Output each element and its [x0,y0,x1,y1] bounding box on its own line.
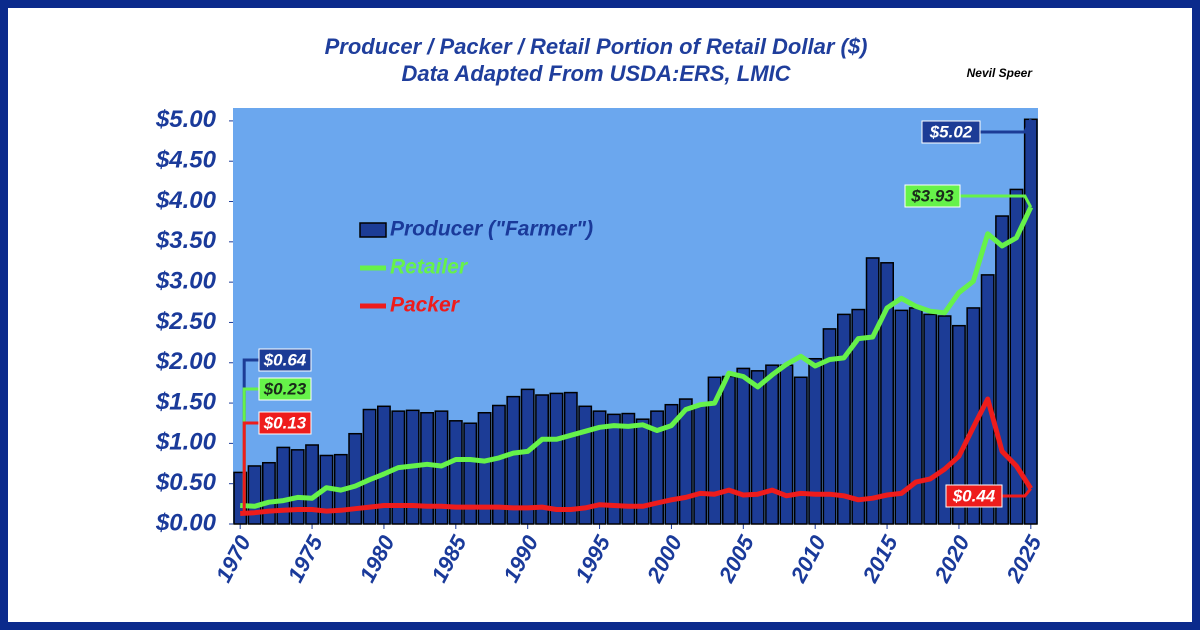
bar [865,257,880,525]
bar [635,418,650,525]
legend-label: Retailer [390,256,469,279]
y-tick-label: $4.00 [155,187,217,214]
bar [880,262,894,525]
bar [678,398,693,525]
bar [290,449,305,525]
line [240,206,1034,509]
data-label: $0.13 [263,413,307,432]
y-tick-label: $0.50 [155,469,217,496]
bar [736,367,751,525]
bar [808,357,823,525]
data-label: $5.02 [929,122,973,141]
callout-line [242,421,259,514]
callout-box [258,411,312,435]
bar [650,410,664,525]
y-tick-label: $0.00 [155,509,217,536]
y-tick-label: $1.00 [155,429,217,456]
chart-title: Producer / Packer / Retail Portion of Re… [325,34,868,59]
legend-label: Producer ("Farmer") [390,218,593,241]
legend-label: Packer [390,294,461,317]
bar [348,432,363,525]
data-label: $0.23 [263,379,307,398]
bar [779,364,794,525]
bar [607,413,621,525]
bar [995,215,1009,525]
bar [722,375,736,525]
callout-box [921,120,981,144]
legend-swatch [359,222,387,238]
bar [247,465,262,525]
line [240,396,1033,516]
y-tick-label: $3.50 [155,227,217,254]
bar [362,408,377,525]
bar [908,307,923,525]
data-label: $0.64 [263,350,307,369]
data-label: $0.44 [952,486,996,505]
bar [621,412,636,525]
bar [276,446,291,525]
callout-box [945,484,1003,508]
bar [520,388,535,525]
y-tick-label: $2.00 [155,348,217,375]
callout-box [258,377,312,401]
bar [549,392,564,525]
callout-line [980,118,1033,134]
bar [664,403,679,525]
bar [793,376,808,525]
y-tick-label: $3.00 [155,267,217,294]
callout-box [258,348,312,372]
bar [305,444,319,525]
bar [492,404,506,525]
chart-subtitle: Data Adapted From USDA:ERS, LMIC [401,61,791,86]
bar [952,324,966,525]
callout-line [1002,487,1032,498]
bar [420,411,434,525]
y-tick-label: $5.00 [155,106,217,133]
bar [765,364,779,525]
bar [535,394,549,525]
bar [477,411,492,525]
bar [923,313,938,525]
bar [707,376,722,525]
y-tick-label: $1.50 [155,388,217,415]
bar [1009,188,1024,525]
y-tick-label: $2.50 [155,308,217,335]
bar [592,410,607,525]
author-note: Nevil Speer [967,66,1034,80]
bar [578,405,593,525]
y-tick-label: $4.50 [155,147,217,174]
bar [693,404,708,525]
bar [1023,118,1038,525]
callout-line [960,194,1033,208]
bar [448,420,463,525]
bar [894,309,909,525]
bar [822,328,837,525]
bar [506,395,521,525]
bar [563,391,578,525]
bar [837,313,851,525]
bar [262,461,276,525]
bar [750,370,765,525]
callout-box [904,184,961,208]
bar [851,308,866,525]
data-label: $3.93 [910,186,954,205]
bar [463,422,478,525]
bar [377,405,391,525]
